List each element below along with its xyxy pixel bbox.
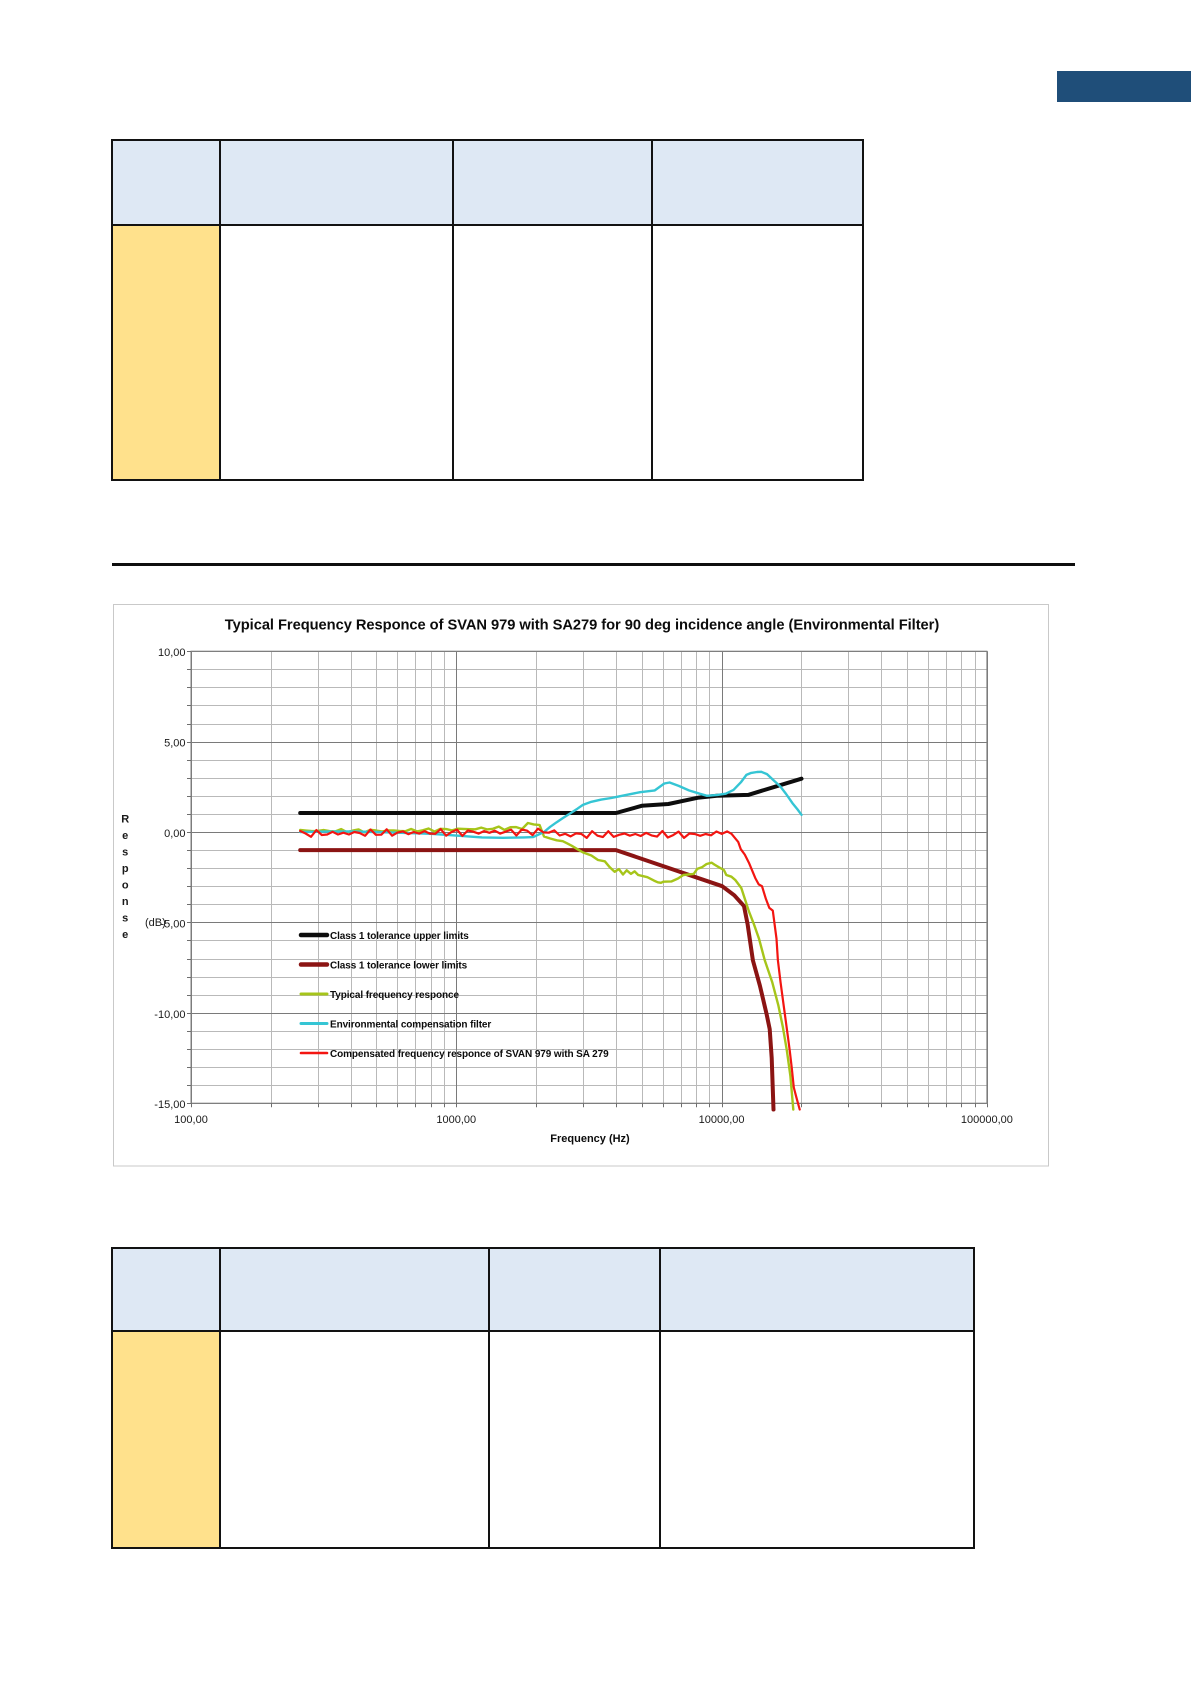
svg-text:10000,00: 10000,00 [699,1114,745,1126]
svg-text:e: e [122,929,128,941]
svg-text:e: e [122,830,128,842]
svg-text:Typical frequency responce: Typical frequency responce [330,990,459,1001]
svg-text:Compensated frequency responce: Compensated frequency responce of SVAN 9… [330,1049,609,1060]
svg-text:R: R [121,814,129,826]
svg-text:-5,00: -5,00 [160,918,185,930]
svg-text:0,00: 0,00 [164,828,185,840]
svg-text:Typical Frequency Responce of: Typical Frequency Responce of SVAN 979 w… [225,618,940,634]
svg-text:1000,00: 1000,00 [436,1114,476,1126]
svg-text:Environmental compensation fil: Environmental compensation filter [330,1020,491,1031]
svg-text:Class 1 tolerance upper limits: Class 1 tolerance upper limits [330,931,469,942]
svg-text:-10,00: -10,00 [154,1009,185,1021]
svg-text:5,00: 5,00 [164,738,185,750]
svg-text:s: s [122,913,128,925]
svg-text:10,00: 10,00 [158,647,186,659]
svg-text:(dB): (dB) [145,917,166,929]
svg-text:n: n [122,896,129,908]
svg-text:100,00: 100,00 [174,1114,208,1126]
svg-text:-15,00: -15,00 [154,1099,185,1111]
svg-text:100000,00: 100000,00 [961,1114,1013,1126]
svg-text:p: p [122,863,129,875]
svg-text:s: s [122,847,128,859]
svg-text:o: o [122,880,129,892]
svg-text:Class 1 tolerance lower limits: Class 1 tolerance lower limits [330,961,468,972]
svg-text:Frequency (Hz): Frequency (Hz) [550,1133,630,1145]
